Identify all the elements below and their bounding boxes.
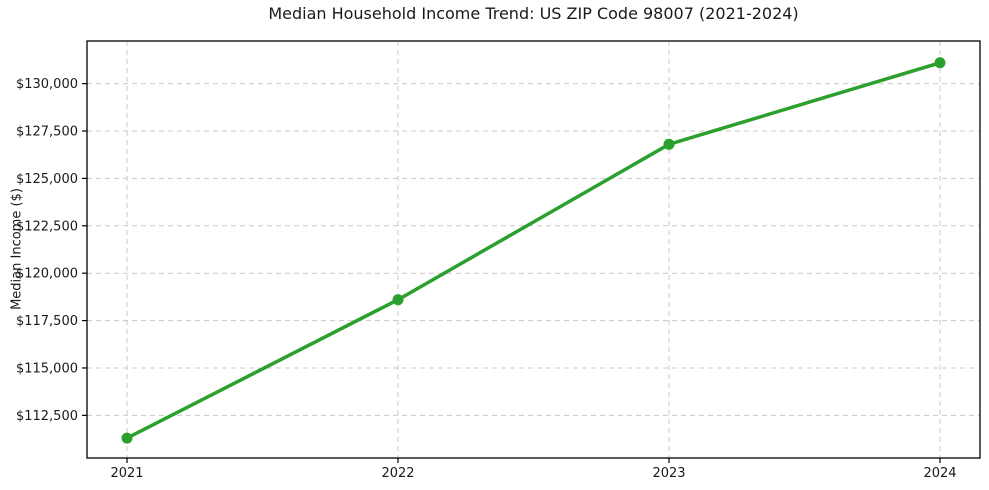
x-tick-label: 2021 xyxy=(110,466,143,481)
x-tick-label: 2023 xyxy=(652,466,685,481)
y-tick-label: $122,500 xyxy=(16,219,78,234)
chart-title: Median Household Income Trend: US ZIP Co… xyxy=(268,4,799,23)
x-tick-label: 2024 xyxy=(923,466,956,481)
trend-line xyxy=(125,61,942,440)
y-tick-label: $120,000 xyxy=(16,267,78,282)
y-tick-label: $127,500 xyxy=(16,125,78,140)
y-tick-label: $130,000 xyxy=(16,77,78,92)
gridlines xyxy=(87,41,980,458)
data-point-2023 xyxy=(663,138,675,150)
income-trend-series xyxy=(121,57,946,444)
axes-frame xyxy=(86,40,981,459)
axis-tick-labels: $112,500 $115,000 $117,500 $120,000 $122,500… xyxy=(16,77,957,481)
data-point-2021 xyxy=(121,432,133,444)
y-tick-label: $115,000 xyxy=(16,361,78,376)
data-point-2022 xyxy=(392,294,404,306)
y-tick-label: $125,000 xyxy=(16,172,78,187)
y-tick-label: $112,500 xyxy=(16,409,78,424)
plot-border xyxy=(86,40,981,459)
axis-ticks xyxy=(82,83,941,463)
data-point-2024 xyxy=(934,57,946,69)
y-tick-label: $117,500 xyxy=(16,314,78,329)
x-tick-label: 2022 xyxy=(381,466,414,481)
